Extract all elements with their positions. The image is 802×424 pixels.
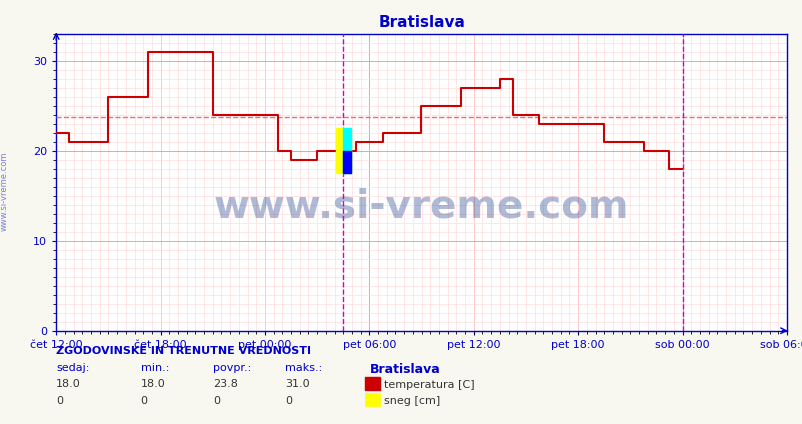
Text: min.:: min.: [140, 363, 168, 373]
Bar [342, 151, 350, 173]
Bar [342, 128, 350, 173]
Text: 0: 0 [56, 396, 63, 407]
Text: 0: 0 [213, 396, 220, 407]
Text: 18.0: 18.0 [56, 379, 81, 390]
Text: 18.0: 18.0 [140, 379, 165, 390]
Text: sedaj:: sedaj: [56, 363, 90, 373]
Title: Bratislava: Bratislava [378, 15, 464, 30]
Text: povpr.:: povpr.: [213, 363, 251, 373]
Text: www.si-vreme.com: www.si-vreme.com [0, 151, 9, 231]
Text: 0: 0 [285, 396, 292, 407]
Text: temperatura [C]: temperatura [C] [383, 380, 474, 391]
Text: 0: 0 [140, 396, 148, 407]
Bar [335, 128, 351, 173]
Text: 23.8: 23.8 [213, 379, 237, 390]
Text: ZGODOVINSKE IN TRENUTNE VREDNOSTI: ZGODOVINSKE IN TRENUTNE VREDNOSTI [56, 346, 311, 356]
Text: maks.:: maks.: [285, 363, 322, 373]
Text: sneg [cm]: sneg [cm] [383, 396, 439, 407]
Text: Bratislava: Bratislava [369, 363, 439, 376]
Text: www.si-vreme.com: www.si-vreme.com [213, 187, 629, 225]
Text: 31.0: 31.0 [285, 379, 310, 390]
